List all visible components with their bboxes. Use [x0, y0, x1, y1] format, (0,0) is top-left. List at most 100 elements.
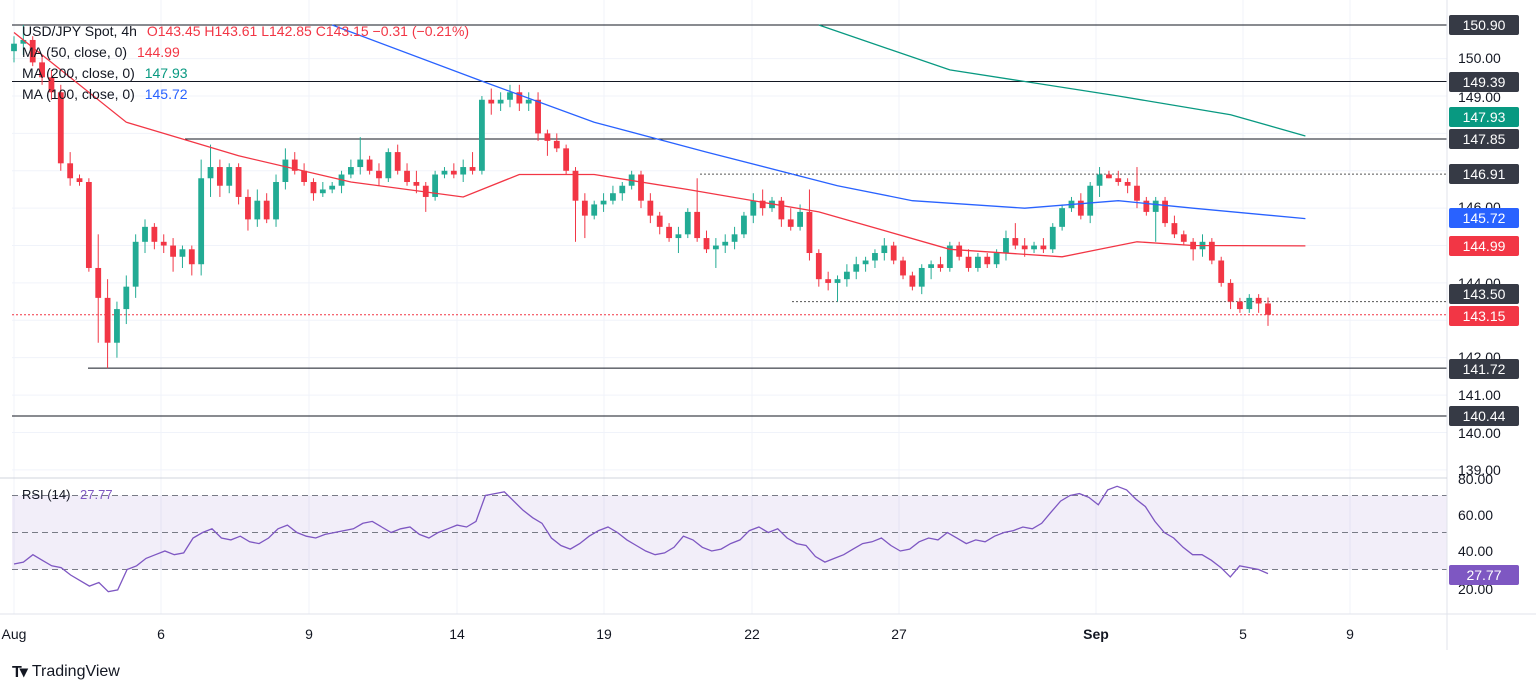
- rsi-value-tag: 27.77: [1449, 565, 1519, 585]
- candle-body: [619, 185, 626, 194]
- grid-lines: [12, 0, 1447, 614]
- candle-body: [759, 200, 766, 209]
- candle-body: [928, 264, 935, 268]
- candle-body: [1265, 303, 1271, 315]
- candle-body: [993, 253, 1000, 265]
- candle-body: [946, 245, 953, 268]
- candle-body: [591, 204, 598, 216]
- time-tick: 22: [744, 626, 760, 642]
- rsi-band: [12, 495, 1447, 570]
- ma100-value: 145.72: [144, 86, 188, 102]
- candle-body: [974, 256, 981, 268]
- candle-body: [170, 245, 176, 257]
- candle-body: [1115, 178, 1122, 182]
- candle-body: [881, 245, 888, 254]
- candle-body: [890, 245, 897, 261]
- candle-body: [142, 226, 148, 242]
- rsi-series: [13, 485, 1269, 593]
- candle-body: [245, 196, 251, 220]
- level-tag: 146.91: [1449, 164, 1519, 184]
- candle-body: [825, 279, 832, 283]
- candle-body: [497, 99, 504, 104]
- moving-average-lines: [13, 24, 1306, 258]
- legend-ohlc: USD/JPY Spot, 4h O143.45 H143.61 L142.85…: [22, 23, 469, 39]
- candle-body: [254, 200, 261, 220]
- level-tag: 141.72: [1449, 359, 1519, 379]
- candle-body: [1180, 234, 1187, 242]
- price-tick: 140.00: [1458, 425, 1501, 441]
- candle-body: [460, 167, 467, 175]
- candle-body: [57, 92, 64, 164]
- candle-body: [712, 245, 719, 250]
- candle-body: [1003, 238, 1009, 254]
- rsi-value: 27.77: [80, 487, 113, 502]
- candle-body: [432, 174, 439, 197]
- ma100-tag: 145.72: [1449, 208, 1519, 228]
- candle-body: [1096, 174, 1103, 186]
- ma50-tag: 144.99: [1449, 236, 1519, 256]
- candle-body: [610, 193, 616, 201]
- rsi-label: RSI (14): [22, 487, 71, 502]
- candle-body: [394, 152, 401, 171]
- time-tick: 27: [891, 626, 907, 642]
- candle-body: [76, 178, 83, 182]
- tradingview-logo[interactable]: T▾ TradingView: [12, 662, 120, 682]
- candle-body: [1077, 200, 1084, 216]
- candle-body: [984, 256, 991, 265]
- candle-body: [563, 148, 570, 171]
- candle-body: [385, 152, 392, 179]
- candle-body: [1152, 200, 1159, 212]
- last-price-tag: 143.15: [1449, 306, 1519, 326]
- ma200-value: 147.93: [144, 65, 188, 81]
- candle-body: [114, 309, 120, 343]
- time-tick: 9: [305, 626, 313, 642]
- candle-body: [703, 238, 710, 250]
- candle-body: [1059, 208, 1066, 227]
- time-tick: Sep: [1083, 626, 1109, 642]
- support-resistance-lines: [12, 24, 1447, 417]
- candle-body: [1012, 238, 1019, 246]
- candle-body: [572, 170, 579, 201]
- candle-body: [216, 167, 223, 186]
- logo-text: TradingView: [31, 663, 120, 680]
- time-tick: 14: [449, 626, 465, 642]
- price-tick: 141.00: [1458, 387, 1501, 403]
- level-tag: 143.50: [1449, 284, 1519, 304]
- candle-body: [600, 200, 607, 205]
- candle-body: [132, 241, 139, 287]
- candle-body: [1237, 301, 1243, 310]
- time-tick: 19: [596, 626, 612, 642]
- candle-body: [965, 256, 972, 268]
- candle-body: [525, 99, 532, 104]
- candle-body: [413, 181, 420, 186]
- candle-body: [48, 77, 55, 93]
- legend-ma200: MA (200, close, 0) 147.93: [22, 65, 188, 81]
- candle-body: [450, 170, 457, 175]
- candle-body: [291, 159, 298, 171]
- candle-body: [1227, 282, 1234, 302]
- candle-body: [235, 167, 242, 197]
- price-tick: 139.00: [1458, 462, 1501, 478]
- ticker-label: USD/JPY Spot, 4h: [22, 23, 137, 39]
- candle-body: [29, 39, 36, 63]
- candle-body: [179, 249, 186, 257]
- candle-body: [853, 264, 860, 272]
- candle-body: [1040, 245, 1047, 250]
- candle-body: [1162, 200, 1168, 224]
- ma50-value: 144.99: [136, 44, 180, 60]
- candle-body: [366, 159, 373, 171]
- candle-body: [357, 159, 364, 168]
- legend-ma50: MA (50, close, 0) 144.99: [22, 44, 180, 60]
- candle-body: [263, 200, 270, 220]
- level-tag: 149.39: [1449, 72, 1519, 92]
- candle-body: [329, 185, 336, 190]
- candle-body: [1134, 185, 1140, 201]
- candle-body: [1031, 245, 1037, 250]
- candle-body: [684, 211, 691, 235]
- candle-body: [778, 200, 785, 220]
- level-tag: 140.44: [1449, 406, 1519, 426]
- tradingview-logo-icon: T▾: [12, 664, 28, 681]
- candle-body: [95, 267, 102, 298]
- candle-body: [301, 170, 308, 182]
